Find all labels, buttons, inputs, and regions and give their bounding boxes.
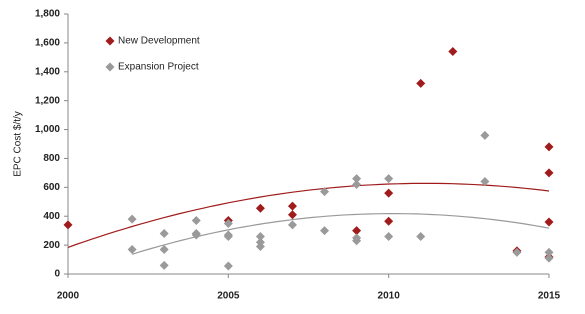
point	[416, 231, 426, 241]
point	[320, 187, 330, 197]
point	[255, 203, 265, 213]
point	[223, 231, 233, 241]
y-tick-label: 1,800	[35, 9, 60, 20]
point	[352, 179, 362, 189]
point	[159, 244, 169, 254]
point	[544, 247, 554, 257]
point	[159, 229, 169, 239]
legend-label: Expansion Project	[118, 62, 199, 73]
x-tick-label: 2010	[378, 291, 401, 302]
point	[287, 220, 297, 230]
y-tick-label: 400	[43, 211, 60, 222]
point	[287, 210, 297, 220]
trendline	[67, 182, 550, 248]
point	[384, 216, 394, 226]
point	[352, 236, 362, 246]
y-tick-label: 1,000	[35, 124, 60, 135]
x-tick-label: 2015	[538, 291, 561, 302]
point	[544, 142, 554, 152]
point	[255, 242, 265, 252]
y-tick-label: 600	[43, 182, 60, 193]
point	[127, 214, 137, 224]
y-tick-label: 800	[43, 153, 60, 164]
legend-label: New Development	[118, 36, 200, 47]
point	[159, 260, 169, 270]
point	[544, 253, 554, 263]
point	[223, 218, 233, 228]
point	[223, 261, 233, 271]
x-tick-label: 2005	[217, 291, 240, 302]
point	[480, 177, 490, 187]
y-tick-label: 200	[43, 240, 60, 251]
point	[352, 174, 362, 184]
y-tick-label: 1,200	[35, 95, 60, 106]
point	[191, 216, 201, 226]
legend-marker	[105, 62, 115, 72]
y-tick-label: 0	[54, 269, 60, 280]
point	[255, 231, 265, 241]
point	[384, 174, 394, 184]
point	[544, 168, 554, 178]
x-tick-label: 2000	[57, 291, 80, 302]
point	[127, 244, 137, 254]
point	[512, 247, 522, 257]
legend-marker	[105, 36, 115, 46]
y-tick-label: 1,400	[35, 66, 60, 77]
point	[544, 217, 554, 227]
point	[320, 226, 330, 236]
y-axis-label: EPC Cost $/t/y	[13, 111, 24, 177]
trendline	[131, 213, 550, 255]
point	[416, 78, 426, 88]
point	[63, 220, 73, 230]
point	[480, 130, 490, 140]
point	[352, 226, 362, 236]
point	[384, 231, 394, 241]
point	[191, 230, 201, 240]
y-tick-label: 1,600	[35, 38, 60, 49]
point	[448, 47, 458, 57]
point	[287, 201, 297, 211]
point	[384, 188, 394, 198]
